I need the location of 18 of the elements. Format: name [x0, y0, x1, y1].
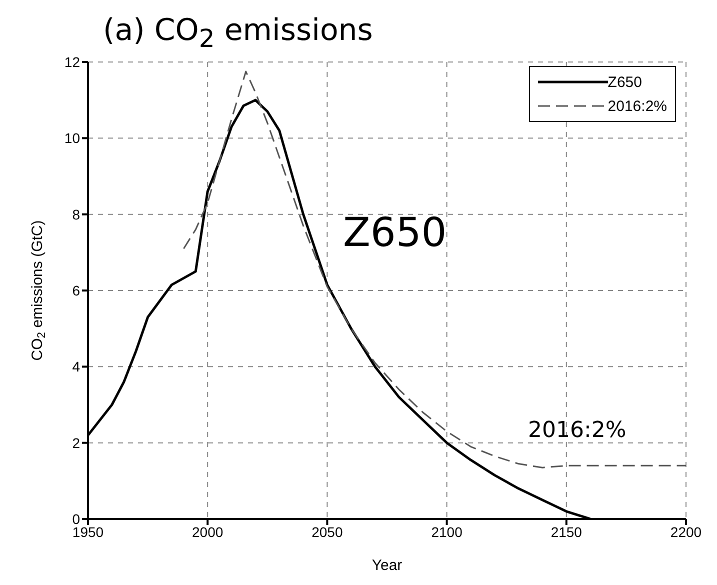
chart-title: (a) CO$_{2}$ emissions [102, 12, 374, 54]
annotation: 2016:2% [528, 418, 626, 443]
y-tick-label: 4 [72, 358, 80, 375]
y-tick-label: 6 [72, 282, 80, 298]
y-tick-label: 12 [64, 54, 80, 70]
y-tick-label: 10 [64, 130, 80, 146]
x-tick-label: 2200 [670, 524, 702, 540]
y-tick-label: 2 [72, 434, 80, 451]
legend-label: 2016:2% [608, 98, 667, 114]
annotation: Z650 [343, 210, 447, 256]
x-tick-label: 2150 [550, 524, 582, 540]
legend-label: Z650 [608, 74, 642, 90]
line-series [182, 70, 686, 468]
y-tick-label: 8 [72, 206, 80, 222]
x-tick-label: 2000 [192, 524, 224, 540]
x-tick-label: 2100 [431, 524, 463, 540]
x-axis-title: Year [372, 557, 402, 574]
x-tick-label: 2050 [312, 524, 343, 540]
